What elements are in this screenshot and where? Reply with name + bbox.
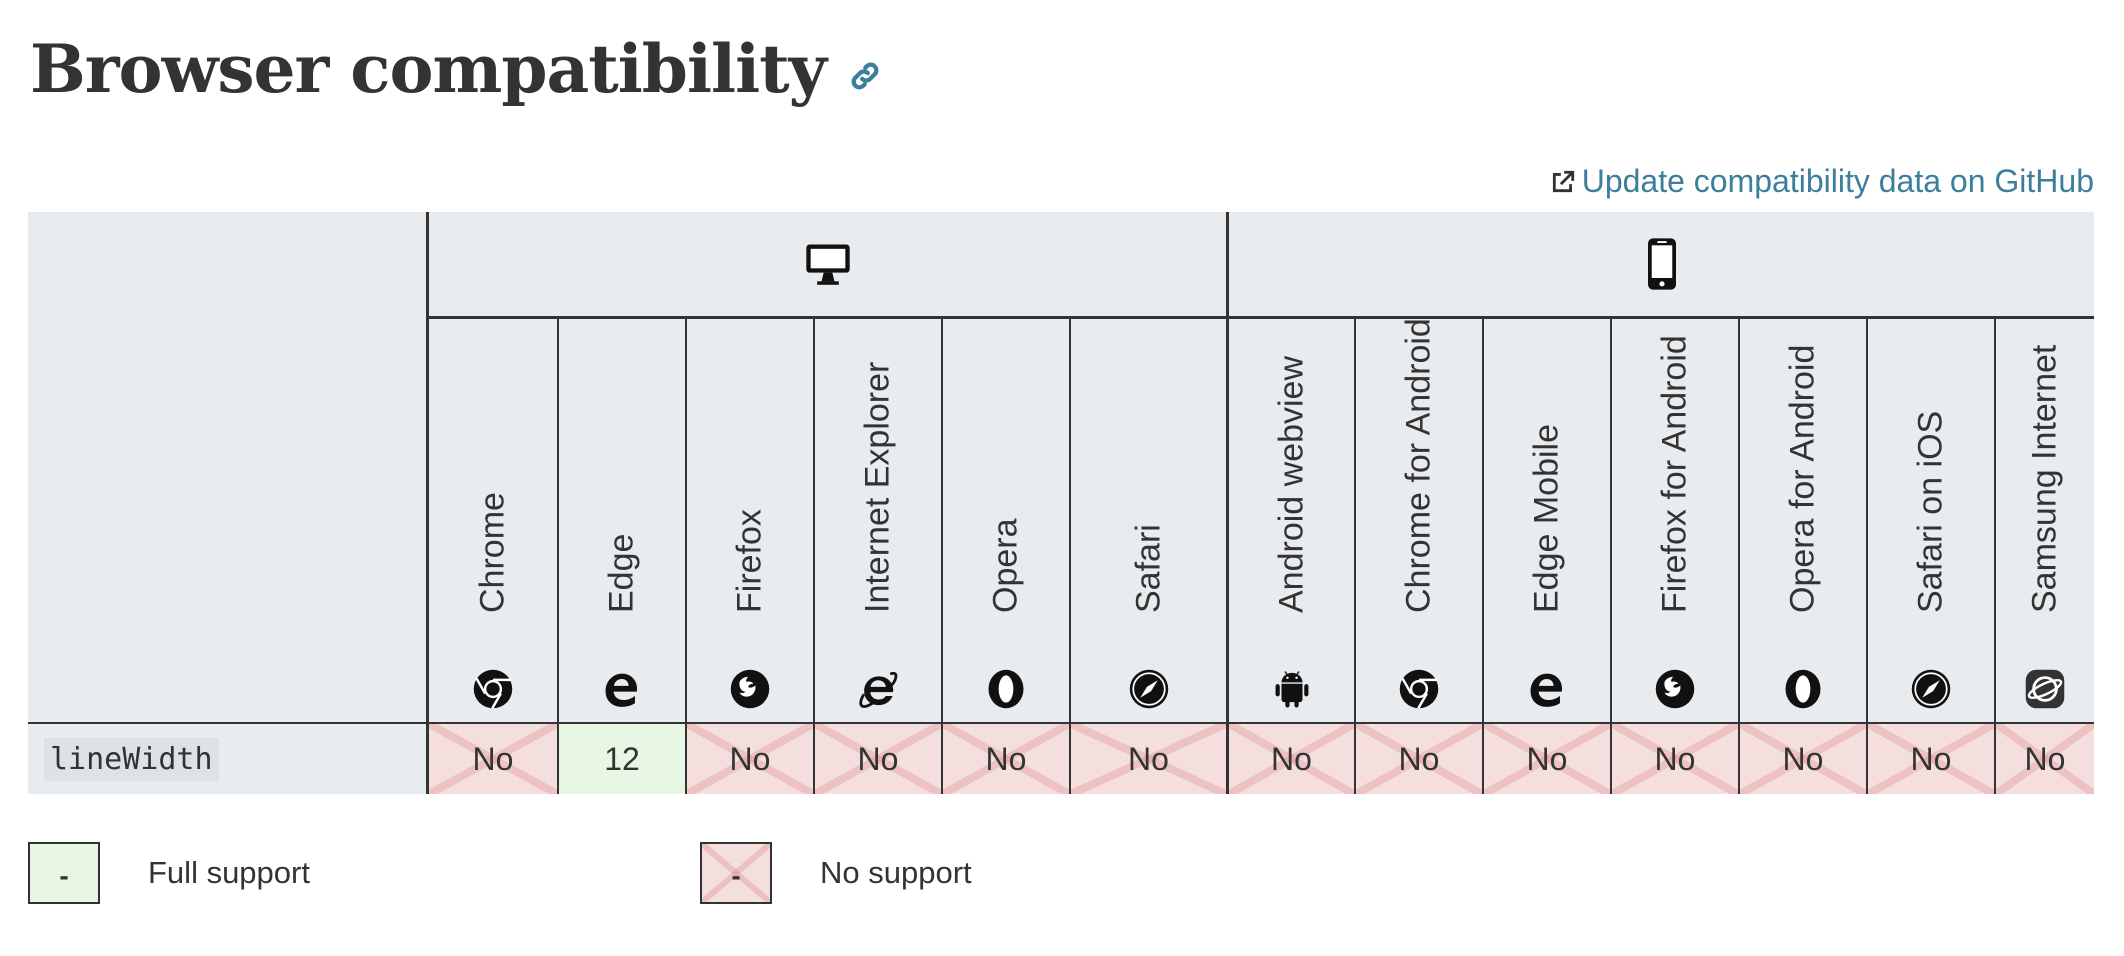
browser-name: Edge xyxy=(602,533,641,613)
support-value: No xyxy=(472,740,514,777)
platform-desktop-header xyxy=(426,212,1226,319)
support-value: No xyxy=(1398,740,1440,777)
page-title: Browser compatibility xyxy=(30,30,827,108)
support-cell[interactable]: No xyxy=(941,722,1069,794)
browser-name: Edge Mobile xyxy=(1527,423,1566,613)
support-value: No xyxy=(1782,740,1824,777)
support-cell[interactable]: No xyxy=(1354,722,1482,794)
section-heading: Browser compatibility xyxy=(30,30,882,108)
opera-icon xyxy=(985,668,1027,710)
support-cell[interactable]: No xyxy=(426,722,557,794)
support-cell[interactable]: No xyxy=(1866,722,1994,794)
firefox-icon xyxy=(729,668,771,710)
safari-icon xyxy=(1910,668,1952,710)
support-value: No xyxy=(2024,740,2066,777)
compatibility-table: Chrome No Edge 12 Firefox No Internet Explorer… xyxy=(28,212,2094,794)
chrome-icon xyxy=(1398,668,1440,710)
browser-header-safari-on-ios: Safari on iOS xyxy=(1866,319,1994,722)
browser-name: Opera xyxy=(986,518,1025,614)
opera-icon xyxy=(1782,668,1824,710)
support-value: No xyxy=(985,740,1027,777)
support-value: No xyxy=(729,740,771,777)
browser-name: Chrome xyxy=(473,492,512,613)
platform-mobile-header xyxy=(1226,212,2094,319)
support-cell[interactable]: No xyxy=(1738,722,1866,794)
browser-header-edge: Edge xyxy=(557,319,685,722)
support-value: No xyxy=(1910,740,1952,777)
firefox-icon xyxy=(1654,668,1696,710)
browser-header-chrome: Chrome xyxy=(426,319,557,722)
support-cell[interactable]: No xyxy=(1069,722,1226,794)
support-cell[interactable]: No xyxy=(1482,722,1610,794)
browser-name: Firefox xyxy=(730,509,769,613)
edge-icon xyxy=(601,668,643,710)
legend-no-support: - No support xyxy=(700,842,972,904)
browser-name: Safari xyxy=(1129,524,1167,613)
browser-name: Opera for Android xyxy=(1783,344,1822,613)
legend: - Full support - No support xyxy=(28,842,2094,908)
browser-header-safari: Safari xyxy=(1069,319,1226,722)
full-support-swatch: - xyxy=(28,842,100,904)
samsung-internet-icon xyxy=(2024,668,2066,710)
browser-name: Safari on iOS xyxy=(1911,410,1950,613)
support-cell[interactable]: 12 xyxy=(557,722,685,794)
mobile-icon xyxy=(1647,238,1676,290)
browser-header-internet-explorer: Internet Explorer xyxy=(813,319,941,722)
update-github-link[interactable]: Update compatibility data on GitHub xyxy=(1550,163,2094,200)
support-value: No xyxy=(1526,740,1568,777)
browser-header-android-webview: Android webview xyxy=(1226,319,1354,722)
support-value: 12 xyxy=(604,740,640,777)
legend-full-support: - Full support xyxy=(28,842,310,904)
table-corner xyxy=(28,212,426,722)
support-cell[interactable]: No xyxy=(1994,722,2094,794)
browser-header-opera: Opera xyxy=(941,319,1069,722)
support-value: No xyxy=(1271,740,1312,777)
no-support-swatch: - xyxy=(700,842,772,904)
full-support-label: Full support xyxy=(148,855,310,890)
support-value: No xyxy=(1128,740,1169,777)
android-icon xyxy=(1271,668,1313,710)
support-cell[interactable]: No xyxy=(813,722,941,794)
link-icon[interactable] xyxy=(848,59,882,93)
browser-header-opera-for-android: Opera for Android xyxy=(1738,319,1866,722)
browser-name: Android webview xyxy=(1272,355,1310,613)
support-cell[interactable]: No xyxy=(1226,722,1354,794)
feature-name: lineWidth xyxy=(44,737,219,781)
browser-name: Internet Explorer xyxy=(858,361,897,613)
browser-header-firefox: Firefox xyxy=(685,319,813,722)
support-value: No xyxy=(1654,740,1696,777)
browser-header-samsung-internet: Samsung Internet xyxy=(1994,319,2094,722)
desktop-icon xyxy=(805,244,850,285)
browser-header-firefox-for-android: Firefox for Android xyxy=(1610,319,1738,722)
support-cell[interactable]: No xyxy=(1610,722,1738,794)
browser-header-chrome-for-android: Chrome for Android xyxy=(1354,318,1482,722)
browser-name: Firefox for Android xyxy=(1655,335,1694,613)
internet-explorer-icon xyxy=(857,668,899,710)
browser-name: Chrome for Android xyxy=(1399,318,1438,613)
edge-icon xyxy=(1526,668,1568,710)
chrome-icon xyxy=(472,668,514,710)
support-value: No xyxy=(857,740,899,777)
external-link-icon xyxy=(1552,170,1574,192)
update-github-label: Update compatibility data on GitHub xyxy=(1581,163,2094,199)
safari-icon xyxy=(1128,668,1170,710)
browser-name: Samsung Internet xyxy=(2025,344,2064,613)
support-cell[interactable]: No xyxy=(685,722,813,794)
feature-name-cell: lineWidth xyxy=(28,722,426,794)
no-support-label: No support xyxy=(820,855,972,890)
browser-header-edge-mobile: Edge Mobile xyxy=(1482,319,1610,722)
